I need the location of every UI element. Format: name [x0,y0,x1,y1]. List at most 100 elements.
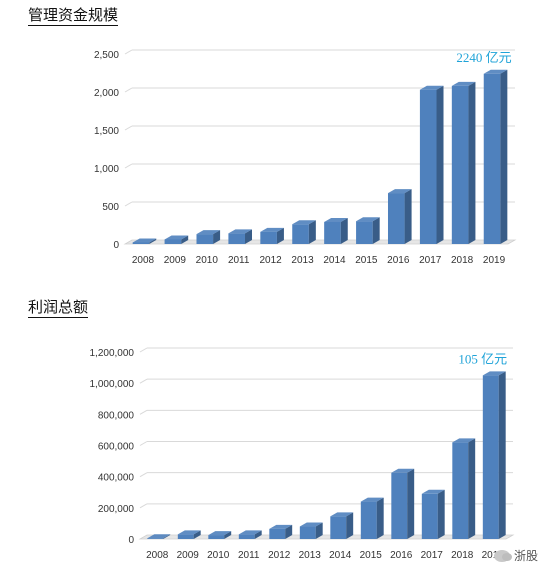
bar-top [208,531,232,536]
y-tick-label: 1,000,000 [90,379,135,390]
x-tick-label: 2008 [132,255,155,266]
bar-top [452,438,476,443]
gridline-depth [139,409,148,415]
bar-side [436,85,444,244]
bar-front [387,193,405,244]
bar-top [196,230,221,235]
bar-front [260,231,277,244]
bar [356,217,380,244]
chart-annotation: 105 亿元 [458,351,507,366]
fund-size-bar-chart: 0 500 1,000 1,500 2,000 2,500 2008 2009 2010 2011… [94,49,517,266]
bar-top [228,229,253,234]
bar-front [132,242,150,244]
bar [147,534,171,539]
y-tick-label: 500 [102,202,119,213]
bar-top [483,69,508,74]
bar-side [500,69,508,244]
bar [228,229,253,244]
y-tick-label: 800,000 [98,410,135,421]
bar [238,530,262,539]
gridline-depth [124,201,133,207]
x-tick-label: 2016 [390,550,413,561]
y-tick-label: 1,000 [94,164,119,175]
x-tick-label: 2019 [483,255,506,266]
bar-side [346,512,354,539]
bar-front [324,221,341,244]
bar [451,81,476,244]
x-tick-label: 2014 [323,255,346,266]
x-tick-label: 2012 [260,255,283,266]
x-tick-label: 2016 [387,255,410,266]
bar-front [238,534,255,539]
x-tick-label: 2018 [451,550,474,561]
bar-front [451,85,469,244]
bar [299,522,323,539]
x-tick-label: 2011 [228,255,250,266]
bar-top [387,189,412,194]
x-tick-label: 2015 [355,255,378,266]
bar-front [292,224,309,244]
bar [483,69,508,244]
bar [452,438,476,539]
bar-side [407,468,415,539]
section-title-total-profit: 利润总额 [28,298,89,318]
x-tick-label: 2014 [329,550,352,561]
gridline-depth [124,125,133,131]
x-tick-label: 2009 [164,255,187,266]
bar-side [404,189,412,244]
bar-top [356,217,380,222]
bar-front [452,442,469,539]
x-tick-label: 2017 [419,255,442,266]
bar-front [419,89,437,244]
bar-side [276,227,284,244]
gridline-depth [139,441,148,446]
bar [132,238,157,244]
bar-front [356,221,373,244]
bar-side [245,229,253,244]
y-tick-label: 2,000 [94,88,119,99]
bar-side [213,230,221,244]
bar-front [164,239,182,244]
x-tick-label: 2010 [207,550,230,561]
bar-front [177,534,194,539]
bar [419,85,444,244]
bar-side [437,489,445,539]
bar-top [360,497,384,502]
bar-top [269,524,293,529]
bar-side [224,531,232,539]
bar-top [482,371,506,376]
x-tick-label: 2009 [177,550,200,561]
x-tick-label: 2015 [360,550,383,561]
bar-side [498,371,506,539]
x-tick-label: 2018 [451,255,474,266]
bar-front [421,493,438,539]
bar-front [391,472,408,539]
bar-side [181,235,189,244]
bar-top [260,227,284,232]
watermark: 浙股 [493,547,538,564]
gridline-depth [139,378,148,384]
gridline-depth [124,163,133,169]
y-tick-label: 200,000 [98,504,135,515]
x-tick-label: 2019 [482,550,505,561]
bar-front [482,375,499,539]
bar-top [147,534,171,539]
gridline-depth [139,503,148,509]
x-tick-label: 2012 [268,550,291,561]
bar-top [451,81,476,86]
x-tick-label: 2013 [291,255,314,266]
bar-top [238,530,262,535]
bar [196,230,221,244]
bar [391,468,415,539]
bar [330,512,354,539]
y-tick-label: 600,000 [98,442,135,453]
y-tick-label: 400,000 [98,473,135,484]
y-tick-label: 2,500 [94,50,119,61]
bar-front [330,516,347,539]
bar-side [285,524,293,539]
bar-top [132,238,157,243]
bar-top [421,489,445,494]
y-tick-label: 1,500 [94,126,119,137]
x-tick-label: 2011 [238,550,260,561]
